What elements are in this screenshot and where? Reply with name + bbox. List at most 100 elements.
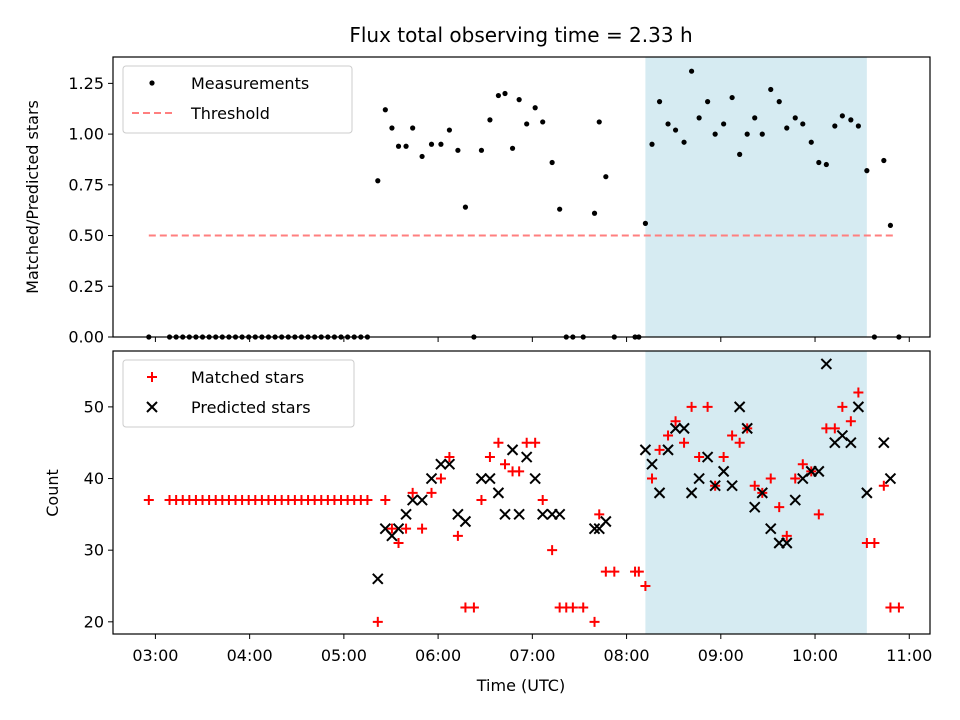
bottom-series0-point	[362, 495, 373, 506]
bottom-series0-point	[468, 602, 479, 613]
top-series0-point	[776, 99, 782, 105]
bottom-series1-point	[701, 451, 714, 463]
bottom-series1-point	[741, 422, 753, 435]
bottom-series1-point	[685, 487, 698, 499]
bottom-series0-point	[647, 473, 658, 484]
bottom-series0-point	[774, 502, 785, 513]
bottom-series0-point	[765, 473, 776, 484]
x-tick-label: 11:00	[886, 646, 932, 665]
bottom-legend-marker-swatch	[147, 372, 157, 382]
bottom-series1-point	[693, 472, 705, 485]
bottom-series0-point	[893, 602, 904, 613]
bottom-series1-point	[492, 487, 505, 499]
x-tick-label: 08:00	[604, 646, 650, 665]
bottom-series1-point	[459, 515, 472, 528]
bottom-series0-point	[578, 602, 589, 613]
bottom-series0-point	[393, 538, 404, 549]
bottom-series0-point	[594, 509, 605, 520]
bottom-series1-point	[662, 444, 674, 456]
bottom-series0-point	[749, 480, 760, 491]
bottom-series1-point	[443, 458, 456, 470]
top-series0-point	[446, 127, 453, 133]
bottom-series0-point	[476, 495, 487, 506]
bottom-plot-frame	[112, 350, 931, 635]
top-highlight-span	[645, 57, 867, 337]
bottom-series1-point	[749, 501, 761, 513]
bottom-series0-point	[878, 480, 889, 491]
top-plot-frame	[112, 56, 931, 338]
bottom-series0-point	[493, 437, 504, 448]
top-legend-label: Threshold	[190, 104, 270, 123]
top-series0-point	[688, 68, 695, 74]
bottom-series1-point	[372, 573, 384, 585]
bottom-y-tick-label: 30	[84, 541, 104, 560]
bottom-series0-point	[797, 459, 808, 470]
top-series0-point	[495, 92, 502, 99]
bottom-series0-point	[837, 401, 848, 412]
top-series0-point	[549, 159, 555, 166]
bottom-panel: 20 30 40 50 03:00 04:00 05:00 06:00 07:00 08:00 09…	[84, 350, 932, 665]
x-axis-label: Time (UTC)	[476, 676, 565, 695]
top-series0-point	[839, 113, 845, 119]
bottom-series1-point	[499, 508, 511, 521]
top-series0-point	[487, 117, 493, 123]
bottom-series0-point	[663, 430, 674, 441]
bottom-y-tick-label: 50	[84, 397, 104, 416]
bottom-series0-point	[589, 616, 600, 627]
bottom-series1-point	[513, 508, 525, 521]
top-series0-point	[864, 168, 870, 174]
bottom-series0-point	[407, 487, 418, 498]
bottom-legend-label: Predicted stars	[191, 398, 311, 417]
bottom-series1-point	[506, 444, 519, 456]
top-series0-point	[848, 117, 854, 123]
top-series0-point	[881, 157, 887, 164]
top-series0-point	[784, 125, 790, 131]
bottom-series0-point	[444, 452, 455, 463]
top-legend-label: Measurements	[191, 74, 309, 93]
bottom-series0-point	[845, 416, 856, 427]
bottom-series0-point	[853, 387, 864, 398]
bottom-series1-point	[845, 436, 857, 449]
top-series0-point	[502, 90, 508, 97]
top-series0-point	[800, 121, 806, 127]
top-series0-point	[855, 123, 861, 129]
bottom-series0-point	[460, 602, 471, 613]
bottom-series1-point	[435, 458, 447, 470]
bottom-series0-point	[547, 545, 558, 556]
top-series0-point	[672, 127, 679, 133]
top-series0-point	[395, 143, 402, 149]
bottom-series0-point	[869, 538, 880, 549]
bottom-series0-point	[633, 566, 644, 577]
bottom-series1-point	[884, 472, 897, 485]
top-series0-point	[649, 141, 655, 147]
top-series0-point	[540, 119, 546, 125]
top-series0-point	[729, 94, 735, 101]
top-y-tick-label: 0.75	[68, 175, 104, 194]
top-series0-point	[744, 131, 750, 137]
bottom-series0-point	[372, 616, 383, 627]
bottom-series0-point	[686, 401, 697, 412]
top-series0-point	[478, 147, 485, 153]
top-series0-point	[712, 131, 718, 137]
bottom-series0-point	[670, 416, 681, 427]
bottom-series0-point	[521, 437, 532, 448]
top-series0-point	[375, 178, 381, 184]
x-tick-label: 07:00	[509, 646, 555, 665]
bottom-series1-point	[588, 522, 601, 535]
bottom-series1-point	[553, 508, 566, 521]
bottom-series0-point	[829, 423, 840, 434]
bottom-highlight-span	[645, 351, 867, 634]
top-series0-point	[419, 153, 425, 160]
top-series0-point	[792, 115, 798, 121]
bottom-series0-point	[821, 423, 832, 434]
bottom-y-tick-label: 40	[84, 469, 104, 488]
bottom-series0-point	[143, 495, 154, 506]
top-series0-point	[642, 220, 649, 226]
bottom-series1-point	[733, 401, 746, 413]
top-series0-point	[696, 115, 702, 121]
top-series0-point	[557, 206, 563, 212]
top-series0-point	[665, 121, 671, 127]
top-series0-point	[455, 147, 461, 153]
bottom-series1-point	[878, 436, 890, 449]
